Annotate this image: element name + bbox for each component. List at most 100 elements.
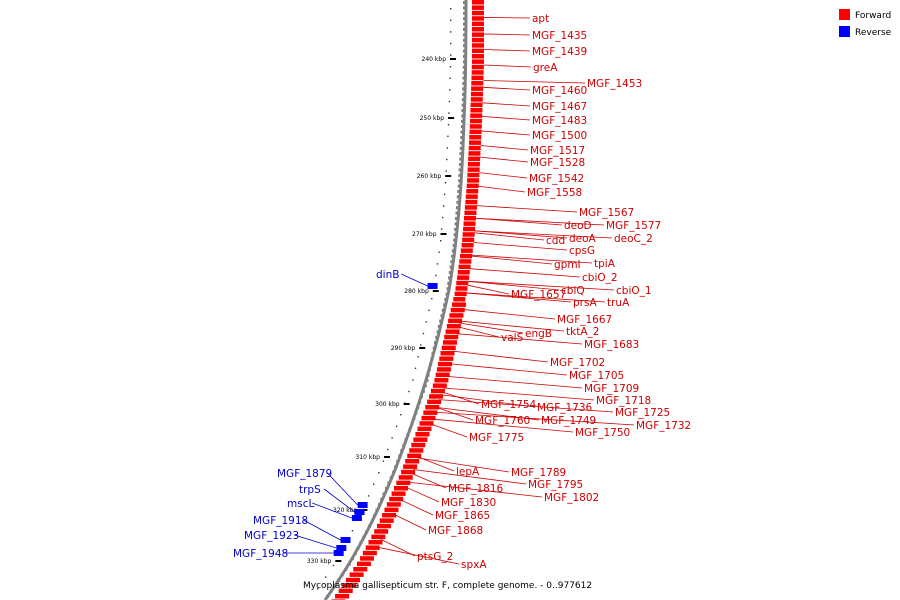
label-connector (478, 185, 526, 193)
feature-label: tpiA (594, 258, 616, 270)
label-connector (483, 17, 531, 19)
label-connector (476, 205, 578, 213)
label-connector (327, 472, 358, 506)
forward-feature (465, 194, 478, 199)
forward-feature (415, 432, 430, 437)
label-connector (432, 418, 574, 433)
forward-feature (472, 37, 484, 43)
tick-label: 260 kbp (417, 173, 442, 180)
feature-shadow (462, 87, 466, 91)
forward-feature (342, 583, 357, 588)
label-connector (417, 457, 510, 473)
feature-shadow (406, 433, 410, 436)
feature-label: MGF_1500 (532, 130, 587, 142)
feature-shadow (421, 389, 425, 393)
feature-shadow (394, 465, 398, 469)
feature-shadow (461, 92, 465, 96)
forward-feature (462, 232, 475, 237)
tick-label: 300 kbp (375, 401, 400, 408)
feature-label: apt (532, 13, 549, 25)
forward-feature (461, 243, 474, 248)
minor-tick (382, 460, 385, 462)
forward-feature (472, 54, 484, 59)
label-connector (473, 242, 568, 251)
minor-tick (387, 448, 389, 451)
feature-label: MGF_1467 (532, 101, 587, 113)
forward-feature (401, 469, 416, 475)
feature-shadow (414, 411, 418, 415)
feature-shadow (461, 103, 465, 107)
label-connector (393, 513, 427, 531)
feature-label: MGF_1483 (532, 115, 587, 127)
feature-shadow (408, 427, 412, 431)
legend-reverse-label: Reverse (855, 28, 892, 38)
forward-feature (471, 70, 484, 75)
forward-feature (407, 453, 422, 459)
forward-feature (429, 394, 444, 399)
feature-shadow (326, 595, 330, 598)
minor-tick (420, 344, 422, 346)
feature-label: MGF_1749 (541, 415, 596, 427)
feature-shadow (461, 98, 465, 102)
forward-feature (472, 48, 484, 54)
feature-shadow (463, 33, 466, 37)
forward-feature (432, 383, 447, 388)
minor-tick (435, 274, 437, 277)
feature-shadow (410, 422, 414, 426)
forward-feature (391, 491, 406, 496)
feature-label: MGF_1567 (579, 207, 634, 219)
label-connector (459, 322, 524, 334)
minor-tick (448, 100, 451, 103)
feature-shadow (462, 71, 466, 75)
forward-feature (349, 572, 364, 577)
forward-feature (440, 351, 455, 356)
minor-tick (378, 472, 380, 474)
feature-shadow (463, 60, 466, 64)
label-connector (434, 411, 635, 426)
feature-shadow (448, 271, 452, 274)
reverse-feature-label: dinB (376, 269, 399, 281)
forward-feature (434, 378, 449, 383)
label-connector (480, 156, 529, 163)
minor-tick (428, 309, 430, 311)
forward-feature (439, 356, 454, 361)
minor-tick (446, 158, 448, 161)
feature-label: cpsG (569, 245, 595, 257)
minor-tick (422, 332, 425, 335)
forward-feature (454, 291, 467, 297)
label-connector (294, 534, 337, 549)
minor-tick (442, 205, 445, 207)
feature-shadow (437, 325, 441, 328)
feature-shadow (359, 541, 363, 544)
feature-shadow (460, 136, 464, 139)
forward-feature (468, 145, 481, 151)
forward-feature (469, 129, 482, 135)
label-connector (459, 320, 565, 332)
forward-feature (405, 459, 420, 464)
label-connector (483, 80, 586, 84)
tick-label: 270 kbp (412, 231, 437, 238)
forward-feature (411, 442, 426, 448)
feature-shadow (418, 400, 422, 404)
feature-label: MGF_1542 (529, 173, 584, 185)
genome-caption: Mycoplasma gallisepticum str. F, complet… (303, 581, 592, 591)
feature-label: MGF_1725 (615, 407, 670, 419)
feature-shadow (396, 460, 400, 463)
minor-tick (441, 216, 444, 219)
feature-shadow (329, 589, 333, 593)
forward-feature (466, 183, 479, 189)
feature-shadow (380, 497, 384, 501)
feature-shadow (400, 449, 404, 453)
label-connector (471, 254, 593, 264)
feature-shadow (392, 470, 396, 474)
forward-feature (449, 313, 464, 318)
feature-shadow (458, 168, 462, 172)
feature-shadow (459, 152, 463, 156)
feature-shadow (463, 17, 466, 21)
forward-feature (468, 140, 481, 145)
minor-tick (449, 66, 452, 68)
feature-shadow (445, 292, 449, 296)
feature-shadow (458, 163, 462, 166)
feature-shadow (389, 476, 393, 480)
